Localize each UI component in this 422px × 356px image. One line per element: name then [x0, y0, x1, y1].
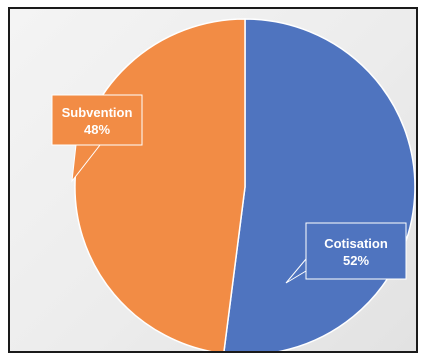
slice-percent-subvention: 48%: [84, 122, 110, 137]
data-labels: Cotisation 52% Subvention 48%: [51, 94, 407, 284]
callout-fill: [53, 96, 141, 144]
callout-cotisation: Cotisation 52%: [285, 222, 407, 284]
slice-percent-cotisation: 52%: [343, 253, 369, 268]
callout-subvention: Subvention 48%: [51, 94, 143, 183]
pie-slice-cotisation: [223, 18, 416, 351]
callout-fill: [307, 224, 405, 278]
slice-label-cotisation: Cotisation: [324, 236, 388, 251]
pie-chart: Cotisation 52% Subvention 48%: [51, 18, 416, 351]
slice-label-subvention: Subvention: [62, 105, 133, 120]
pie-slice-subvention: [74, 18, 246, 351]
chart-frame: Cotisation 52% Subvention 48%: [8, 7, 418, 353]
pie-slices: [74, 18, 416, 351]
